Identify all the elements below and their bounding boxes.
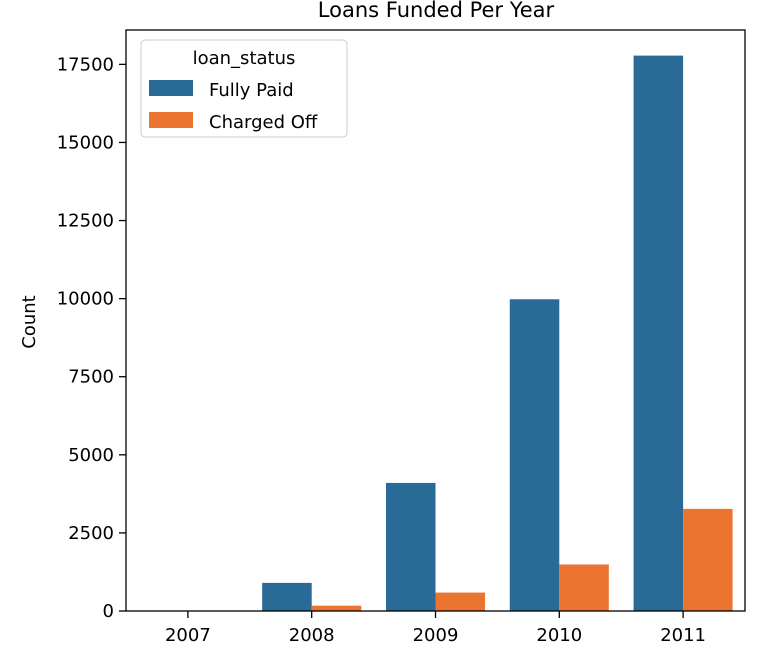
bar-fully-paid-2009 xyxy=(385,482,436,611)
plot-frame xyxy=(125,29,746,612)
y-tick-label: 0 xyxy=(103,601,114,622)
bar-charged-off-2008 xyxy=(311,605,362,611)
y-tick-label: 12500 xyxy=(57,211,114,232)
x-tick-label: 2009 xyxy=(413,625,459,646)
legend-swatch-charged-off xyxy=(149,112,193,128)
y-tick-label: 10000 xyxy=(57,289,114,310)
legend-label-charged-off: Charged Off xyxy=(209,112,318,133)
x-ticks-group: 2007 2008 2009 2010 2011 xyxy=(165,611,706,646)
y-tick-label: 5000 xyxy=(68,445,114,466)
legend-title: loan_status xyxy=(193,48,296,69)
bars-group xyxy=(262,55,733,612)
y-tick-label: 7500 xyxy=(68,367,114,388)
x-tick-label: 2010 xyxy=(536,625,582,646)
bar-fully-paid-2011 xyxy=(633,55,684,612)
x-tick-label: 2008 xyxy=(289,625,335,646)
legend: loan_status Fully Paid Charged Off xyxy=(140,39,348,138)
y-tick-label: 15000 xyxy=(57,132,114,153)
y-axis-label: Count xyxy=(19,295,40,348)
bar-fully-paid-2008 xyxy=(262,582,312,611)
bar-fully-paid-2010 xyxy=(509,299,560,611)
bar-charged-off-2010 xyxy=(559,564,609,611)
bar-charged-off-2009 xyxy=(435,592,486,611)
y-ticks-group: 0 2500 5000 7500 10000 12500 15000 17500 xyxy=(57,54,126,622)
y-tick-label: 17500 xyxy=(57,54,114,75)
legend-label-fully-paid: Fully Paid xyxy=(209,80,294,101)
bar-charged-off-2011 xyxy=(683,508,733,611)
y-tick-label: 2500 xyxy=(68,523,114,544)
x-tick-label: 2011 xyxy=(660,625,706,646)
chart-title: Loans Funded Per Year xyxy=(318,0,555,22)
x-tick-label: 2007 xyxy=(165,625,211,646)
legend-swatch-fully-paid xyxy=(149,80,193,96)
